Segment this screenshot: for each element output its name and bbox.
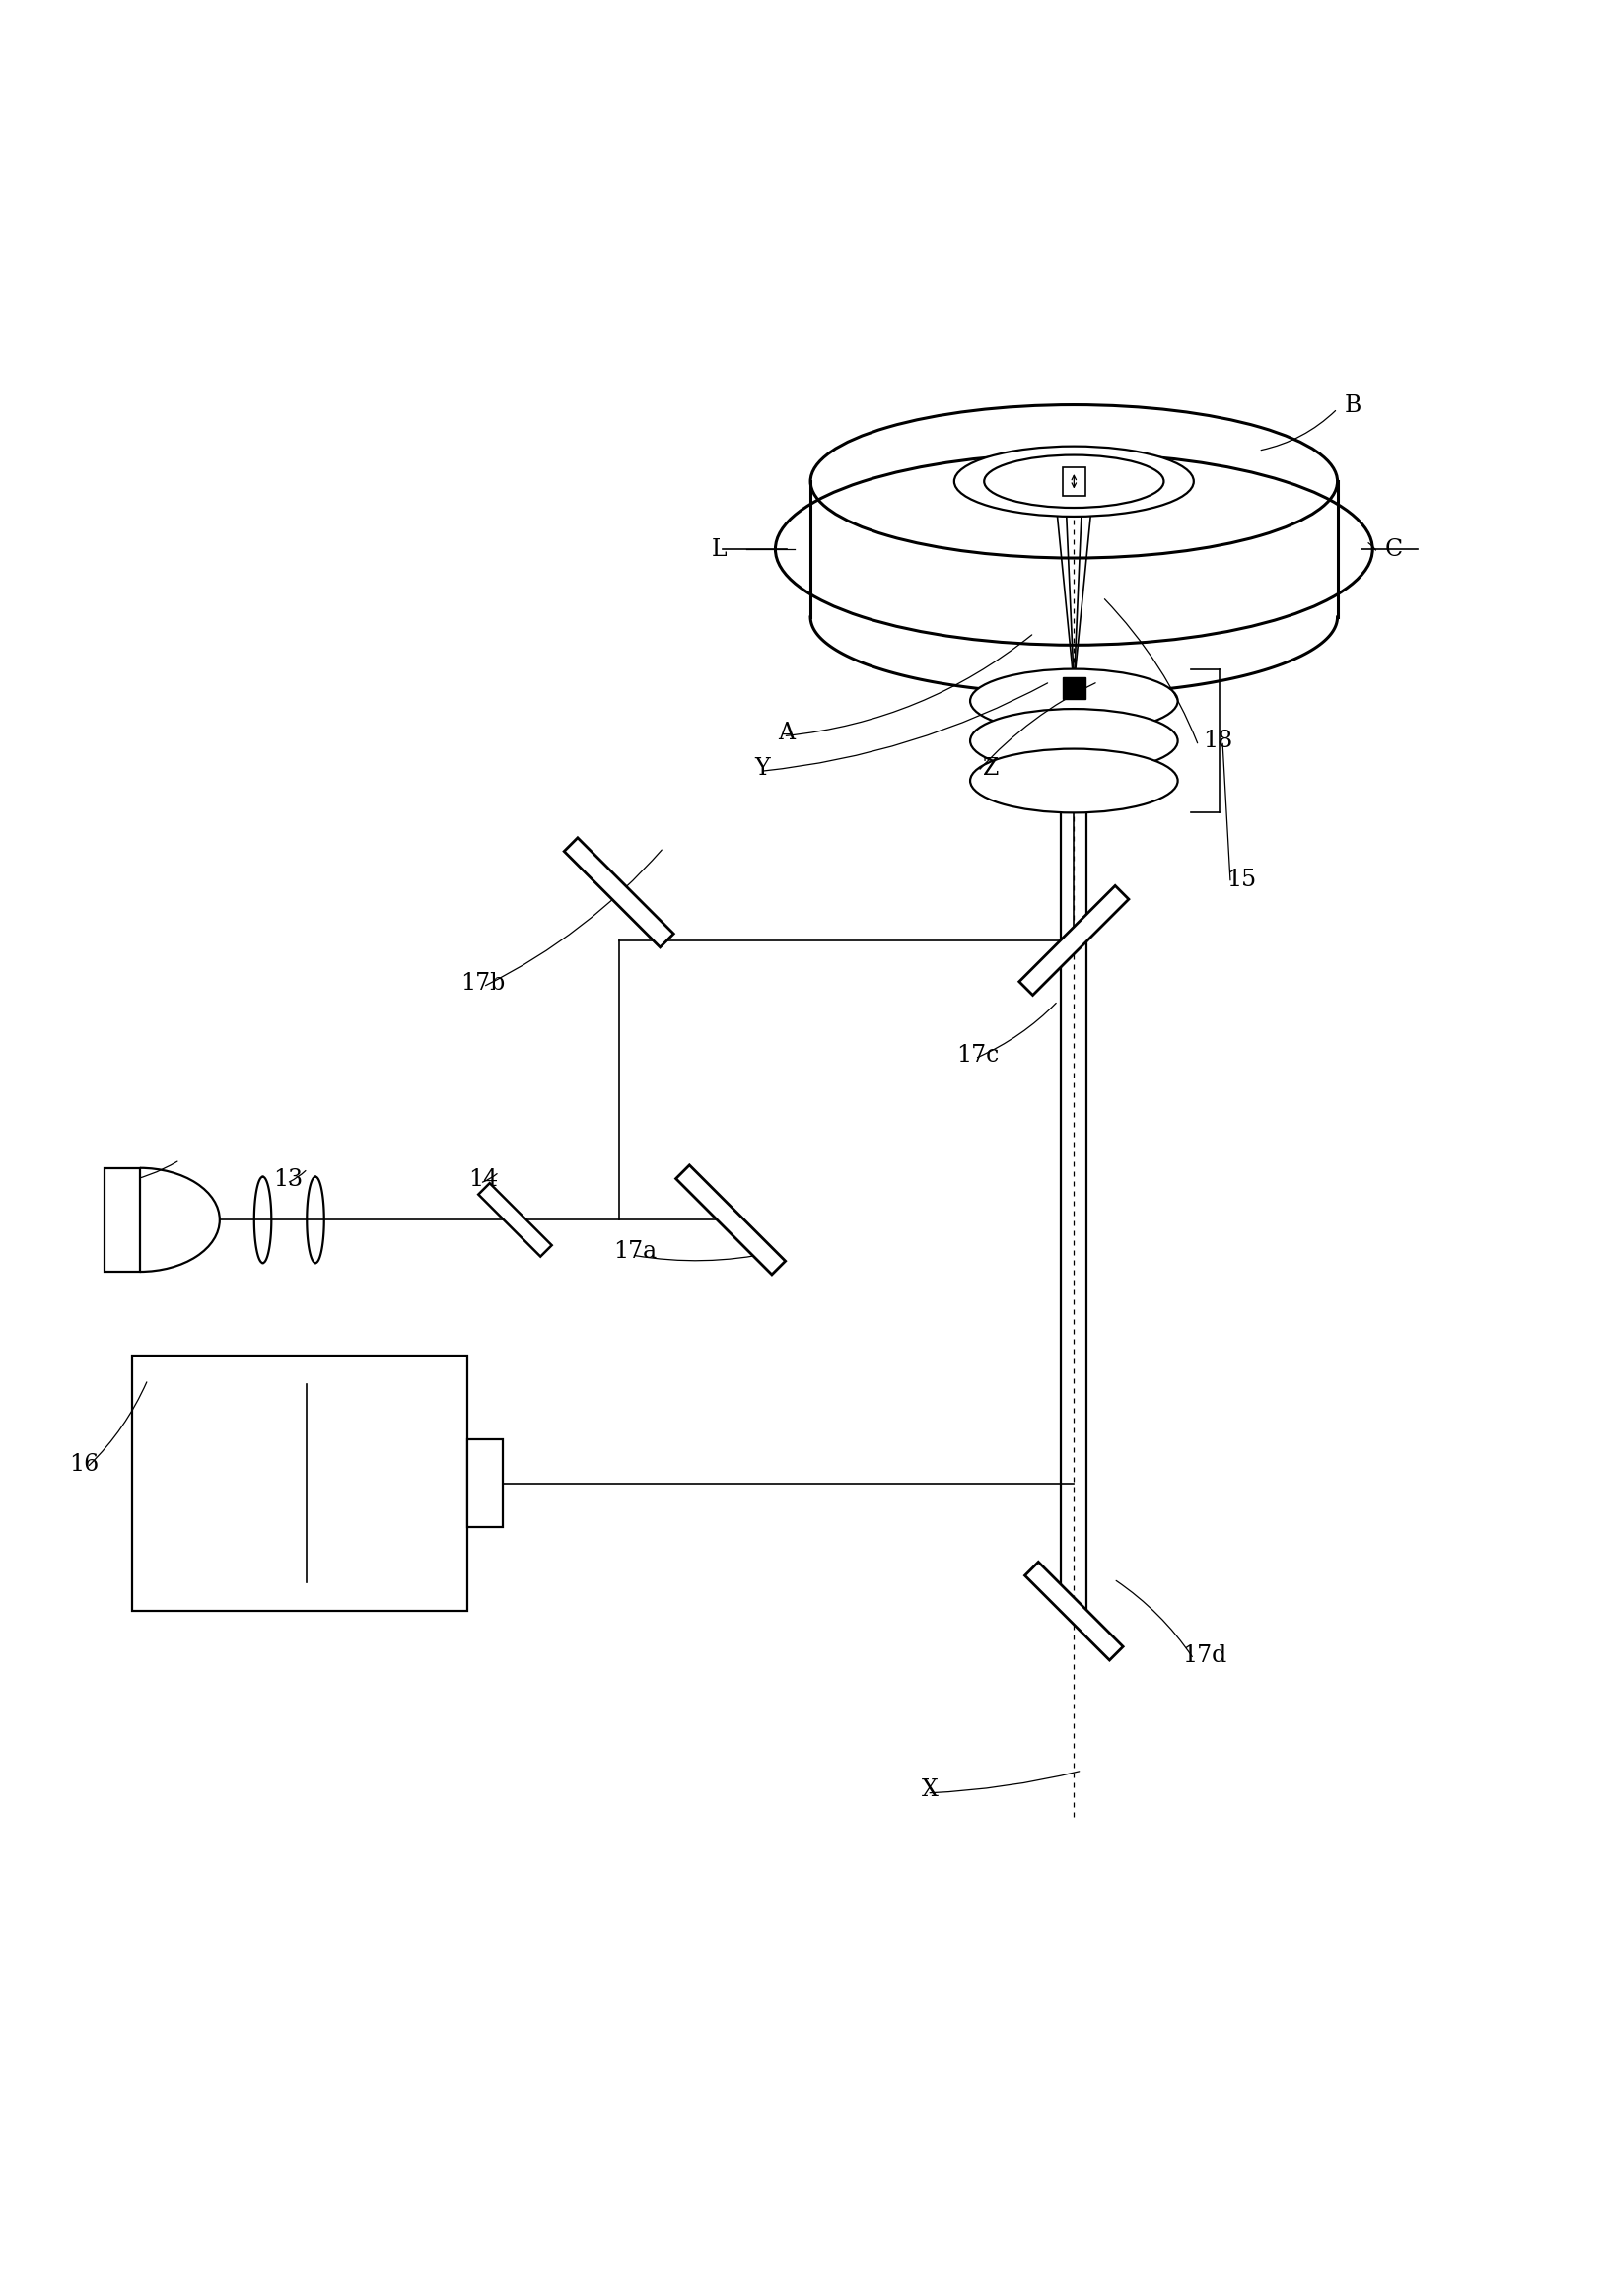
Text: 13: 13 [273, 1169, 303, 1192]
Text: 18: 18 [1202, 730, 1233, 753]
Polygon shape [478, 1182, 552, 1256]
Text: 17b: 17b [461, 971, 506, 994]
Text: Y: Y [754, 758, 770, 778]
Text: X: X [921, 1779, 939, 1802]
Text: L: L [711, 537, 727, 560]
Bar [467, 1440, 502, 1527]
Text: 16: 16 [69, 1453, 100, 1476]
Bar [1063, 677, 1085, 700]
Polygon shape [1019, 886, 1128, 994]
Text: 12: 12 [104, 1169, 133, 1192]
Text: C: C [1385, 537, 1403, 560]
Ellipse shape [969, 668, 1178, 732]
Polygon shape [811, 482, 1337, 618]
Bar [104, 1169, 140, 1272]
Ellipse shape [984, 455, 1164, 507]
Ellipse shape [969, 709, 1178, 774]
Text: 17d: 17d [1183, 1644, 1228, 1667]
Text: 17a: 17a [613, 1240, 656, 1263]
Ellipse shape [969, 748, 1178, 813]
Ellipse shape [811, 404, 1337, 558]
Bar [132, 1355, 467, 1612]
Text: Z: Z [982, 758, 998, 778]
Text: 15: 15 [1226, 868, 1257, 891]
Text: A: A [778, 721, 794, 744]
Text: B: B [1345, 395, 1363, 418]
Text: 14: 14 [469, 1169, 498, 1192]
Polygon shape [563, 838, 674, 948]
Polygon shape [676, 1164, 785, 1274]
Ellipse shape [955, 445, 1194, 517]
Bar [1063, 466, 1085, 496]
Text: 17c: 17c [957, 1045, 1000, 1068]
Polygon shape [1026, 1561, 1123, 1660]
